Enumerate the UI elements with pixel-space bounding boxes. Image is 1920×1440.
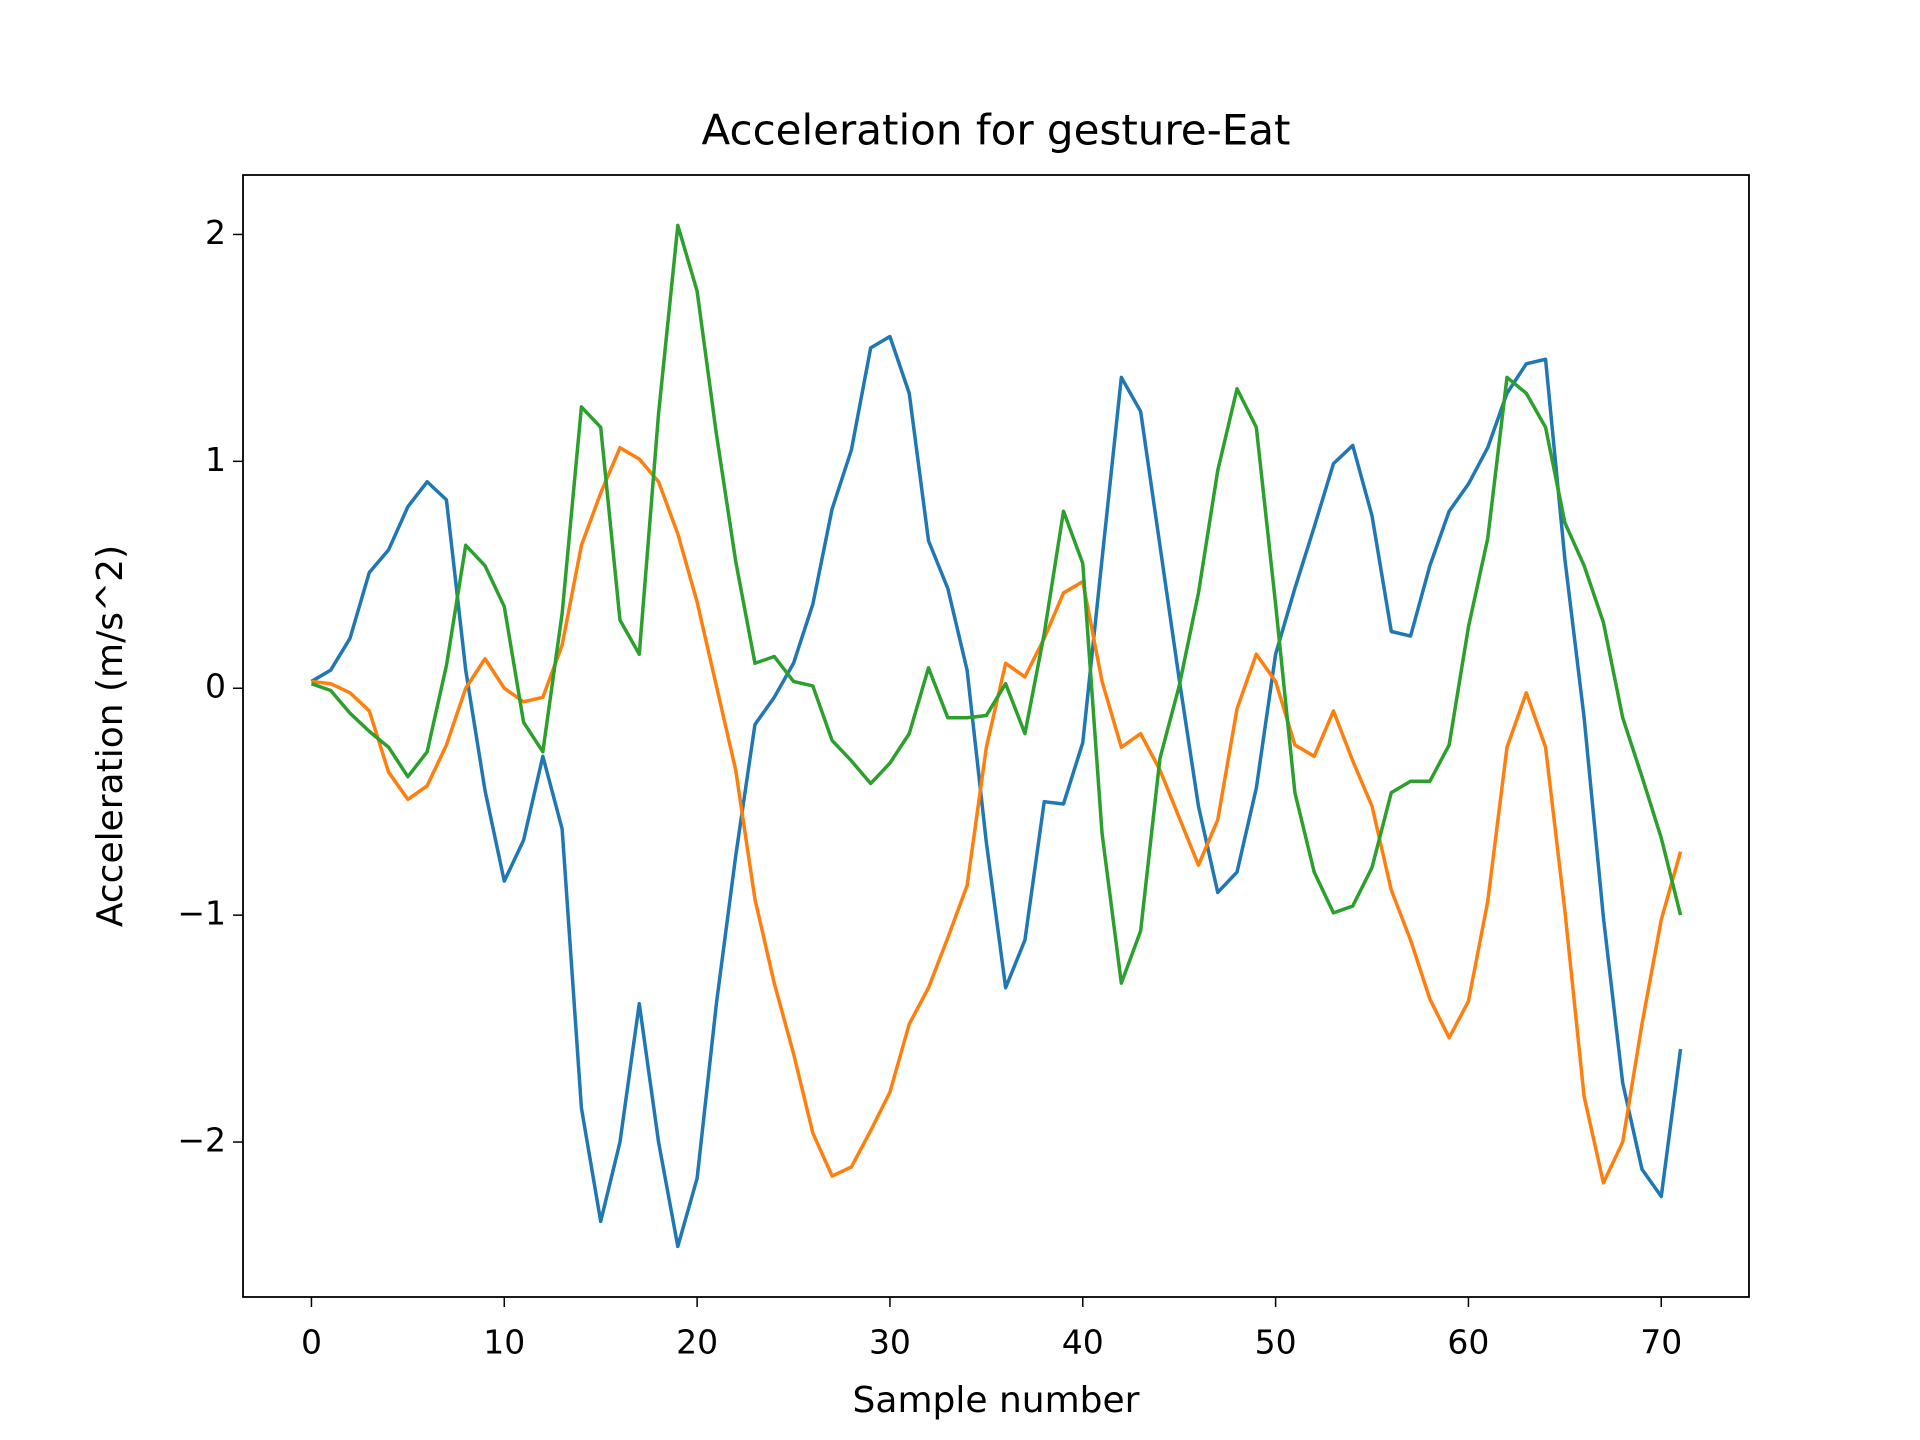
- plot-frame: [242, 174, 1750, 1298]
- y-tick-label: 0: [205, 667, 226, 706]
- data-line: [311, 445, 1683, 1185]
- x-tick-label: 0: [301, 1323, 322, 1362]
- data-line: [310, 223, 1683, 985]
- x-tick-label: 60: [1447, 1323, 1489, 1362]
- y-tick-label: 1: [205, 440, 226, 479]
- y-axis-label: Acceleration (m/s^2): [90, 545, 131, 927]
- y-tick-label: −1: [177, 894, 226, 933]
- y-tick-label: −2: [177, 1121, 226, 1160]
- x-tick-label: 40: [1062, 1323, 1104, 1362]
- x-tick-label: 30: [869, 1323, 911, 1362]
- x-tick-label: 70: [1640, 1323, 1682, 1362]
- x-tick-label: 20: [676, 1323, 718, 1362]
- x-tick-label: 10: [483, 1323, 525, 1362]
- y-tick-label: 2: [205, 213, 226, 252]
- x-tick-label: 50: [1255, 1323, 1297, 1362]
- x-axis-label: Sample number: [853, 1380, 1140, 1421]
- data-line: [310, 334, 1683, 1249]
- chart-title: Acceleration for gesture-Eat: [702, 106, 1291, 155]
